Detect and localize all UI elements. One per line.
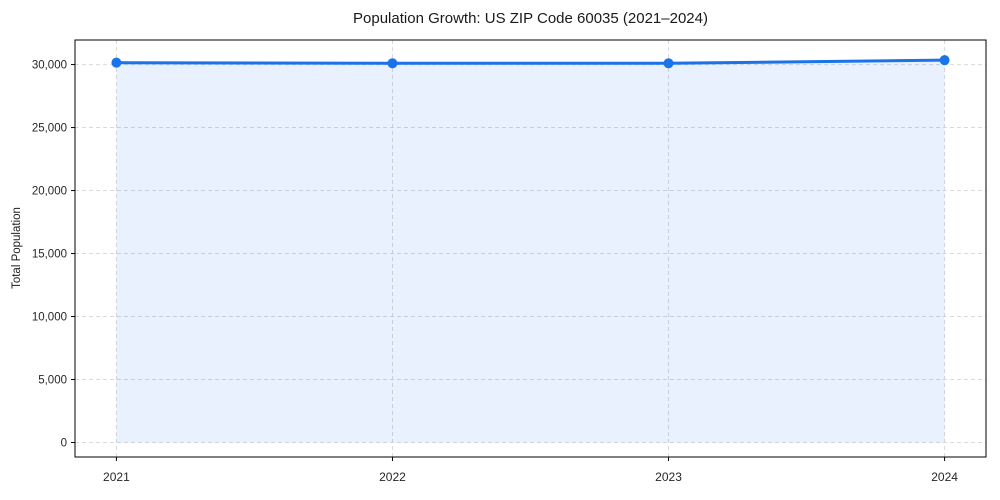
x-tick-label: 2023 xyxy=(655,470,682,484)
y-tick-label: 10,000 xyxy=(32,312,67,324)
series-area xyxy=(116,60,945,443)
y-tick-label: 25,000 xyxy=(32,123,67,135)
data-point xyxy=(387,58,398,69)
x-tick-label: 2021 xyxy=(103,470,130,484)
data-point xyxy=(111,57,122,68)
x-tick-label: 2024 xyxy=(931,470,958,484)
x-tick-label: 2022 xyxy=(379,470,406,484)
y-tick-label: 30,000 xyxy=(32,60,67,72)
y-tick-label: 15,000 xyxy=(32,249,67,261)
data-point xyxy=(939,55,950,66)
data-point xyxy=(663,58,674,69)
plot-border xyxy=(74,39,987,458)
y-tick-label: 20,000 xyxy=(32,186,67,198)
y-tick-label: 5,000 xyxy=(38,375,67,387)
chart-title: Population Growth: US ZIP Code 60035 (20… xyxy=(353,10,708,27)
y-tick-label: 0 xyxy=(61,438,67,450)
series-line xyxy=(114,58,947,65)
